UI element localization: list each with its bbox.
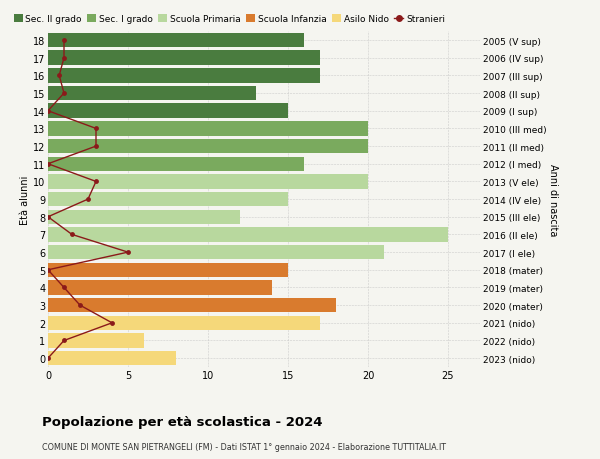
Text: COMUNE DI MONTE SAN PIETRANGELI (FM) - Dati ISTAT 1° gennaio 2024 - Elaborazione: COMUNE DI MONTE SAN PIETRANGELI (FM) - D… bbox=[42, 442, 446, 451]
Bar bbox=[48, 263, 288, 277]
Bar bbox=[48, 298, 336, 313]
Bar bbox=[48, 280, 272, 295]
Bar bbox=[48, 334, 144, 348]
Bar bbox=[48, 210, 240, 224]
Bar bbox=[48, 316, 320, 330]
Bar bbox=[48, 69, 320, 84]
Bar bbox=[48, 140, 368, 154]
Text: Popolazione per età scolastica - 2024: Popolazione per età scolastica - 2024 bbox=[42, 415, 323, 428]
Y-axis label: Anni di nascita: Anni di nascita bbox=[548, 163, 557, 236]
Bar bbox=[48, 34, 304, 48]
Y-axis label: Età alunni: Età alunni bbox=[20, 175, 30, 224]
Bar bbox=[48, 122, 368, 136]
Bar bbox=[48, 228, 448, 242]
Bar bbox=[48, 351, 176, 366]
Bar bbox=[48, 104, 288, 119]
Legend: Sec. II grado, Sec. I grado, Scuola Primaria, Scuola Infanzia, Asilo Nido, Stran: Sec. II grado, Sec. I grado, Scuola Prim… bbox=[14, 15, 445, 24]
Bar bbox=[48, 192, 288, 207]
Bar bbox=[48, 246, 384, 260]
Bar bbox=[48, 175, 368, 189]
Bar bbox=[48, 87, 256, 101]
Bar bbox=[48, 157, 304, 172]
Bar bbox=[48, 51, 320, 66]
